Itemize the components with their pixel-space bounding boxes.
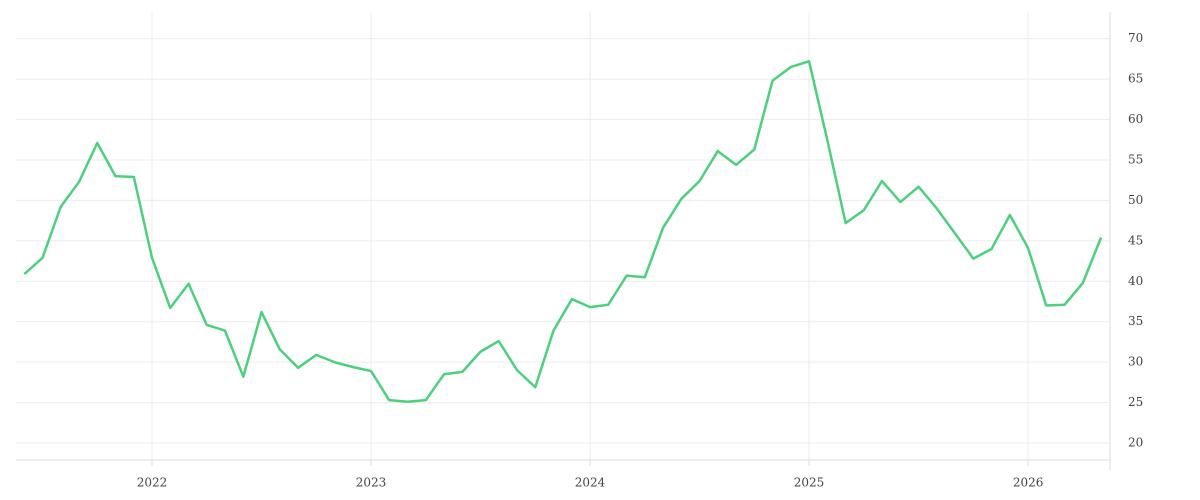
y-tick-label: 40 [1128,274,1143,288]
x-tick-label: 2025 [794,476,825,490]
x-tick-label: 2022 [137,476,168,490]
y-tick-label: 70 [1128,31,1143,45]
x-tick-label: 2024 [575,476,606,490]
x-tick-label: 2026 [1013,476,1044,490]
y-tick-label: 25 [1128,395,1143,409]
y-tick-label: 20 [1128,436,1143,450]
y-tick-label: 30 [1128,355,1143,369]
y-tick-label: 55 [1128,152,1143,166]
y-tick-label: 35 [1128,314,1143,328]
y-tick-label: 60 [1128,112,1143,126]
y-tick-label: 45 [1128,233,1143,247]
x-tick-label: 2023 [356,476,387,490]
y-tick-label: 50 [1128,193,1143,207]
y-tick-label: 65 [1128,72,1143,86]
data-line [23,60,1103,404]
